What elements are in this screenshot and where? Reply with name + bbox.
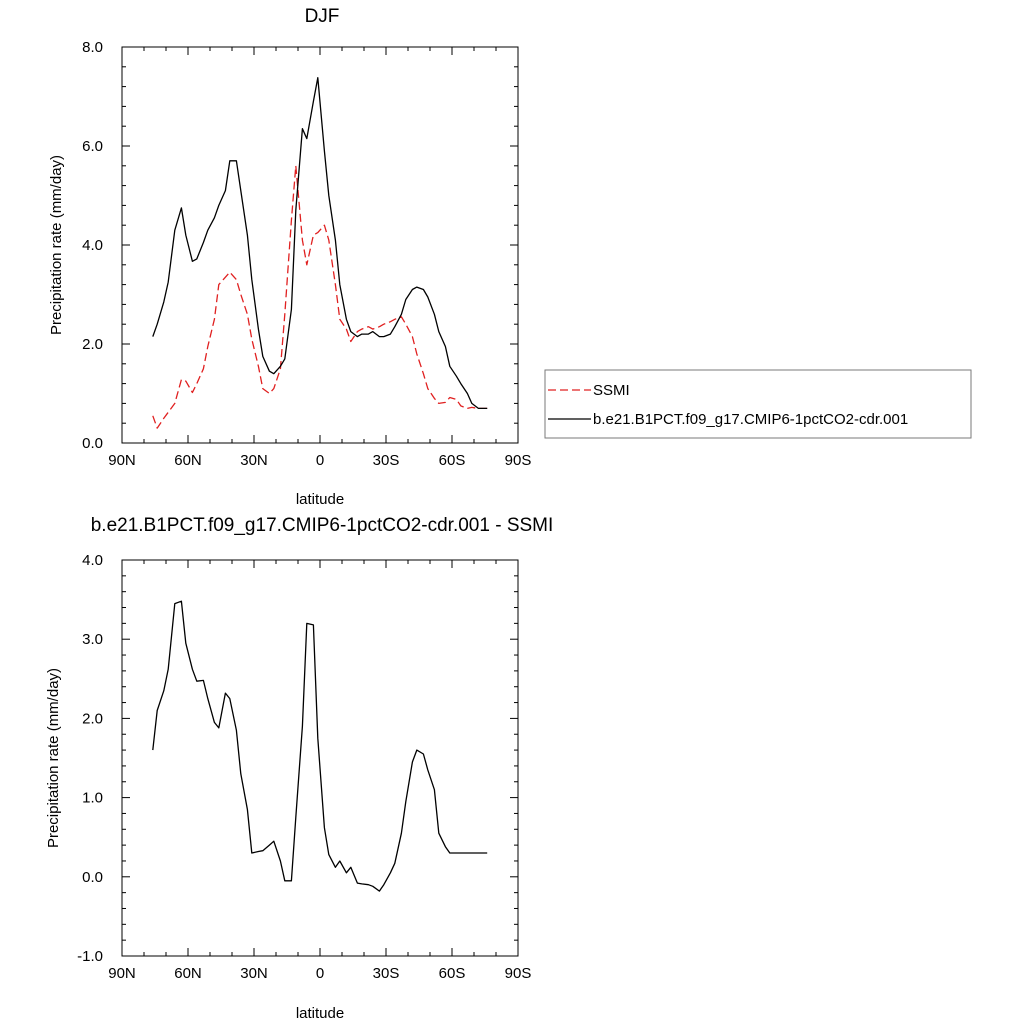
legend: SSMI b.e21.B1PCT.f09_g17.CMIP6-1pctCO2-c…	[544, 369, 972, 439]
bottom-x-axis-label: latitude	[296, 1005, 344, 1022]
top-y-axis-label: Precipitation rate (mm/day)	[48, 155, 65, 335]
y-tick-label: 4.0	[82, 552, 103, 569]
difference-panel: b.e21.B1PCT.f09_g17.CMIP6-1pctCO2-cdr.00…	[45, 515, 553, 1022]
top-chart-title: DJF	[305, 6, 340, 27]
y-tick-label: -1.0	[77, 948, 103, 965]
legend-box	[544, 369, 972, 439]
top-ticks: 90N 60N 30N 0 30S 60S 90S 0.0 2.0 4.0 6.0 8.0	[82, 39, 531, 469]
djf-panel: DJF 90N 60N 30N 0 30S 60S 90S 0.0 2.0 4.0 6.0 8.0 l…	[48, 6, 531, 508]
y-tick-label: 4.0	[82, 237, 103, 254]
x-tick-label: 30S	[373, 965, 400, 982]
x-tick-label: 90S	[505, 452, 532, 469]
ssmi-series-line	[152, 165, 488, 429]
y-tick-label: 2.0	[82, 710, 103, 727]
x-tick-label: 30S	[373, 452, 400, 469]
y-tick-label: 2.0	[82, 336, 103, 353]
x-tick-label: 90N	[108, 965, 136, 982]
x-tick-label: 0	[316, 452, 324, 469]
x-tick-label: 60N	[174, 965, 202, 982]
x-tick-label: 90S	[505, 965, 532, 982]
y-tick-label: 8.0	[82, 39, 103, 56]
x-tick-label: 30N	[240, 965, 268, 982]
bottom-plot-frame	[121, 559, 519, 957]
bottom-chart-title: b.e21.B1PCT.f09_g17.CMIP6-1pctCO2-cdr.00…	[91, 515, 554, 536]
top-series-layer	[152, 77, 488, 429]
x-tick-label: 60S	[439, 452, 466, 469]
x-tick-label: 60S	[439, 965, 466, 982]
y-tick-label: 6.0	[82, 138, 103, 155]
x-tick-label: 60N	[174, 452, 202, 469]
y-tick-label: 1.0	[82, 790, 103, 807]
bottom-series-layer	[152, 600, 488, 892]
legend-label-ssmi: SSMI	[593, 382, 630, 399]
legend-label-model: b.e21.B1PCT.f09_g17.CMIP6-1pctCO2-cdr.00…	[593, 411, 908, 428]
bottom-y-axis-label: Precipitation rate (mm/day)	[45, 668, 62, 848]
difference-series-line	[152, 600, 488, 892]
bottom-ticks: 90N 60N 30N 0 30S 60S 90S -1.0 0.0 1.0 2.0 3.0 4.0	[77, 552, 531, 982]
x-tick-label: 90N	[108, 452, 136, 469]
b-e21-b1pct-f09-g17-cmip6-1pctco2-cdr-001-series-line	[152, 77, 488, 410]
y-tick-label: 0.0	[82, 869, 103, 886]
x-tick-label: 30N	[240, 452, 268, 469]
x-tick-label: 0	[316, 965, 324, 982]
y-tick-label: 0.0	[82, 435, 103, 452]
y-tick-label: 3.0	[82, 631, 103, 648]
top-x-axis-label: latitude	[296, 491, 344, 508]
